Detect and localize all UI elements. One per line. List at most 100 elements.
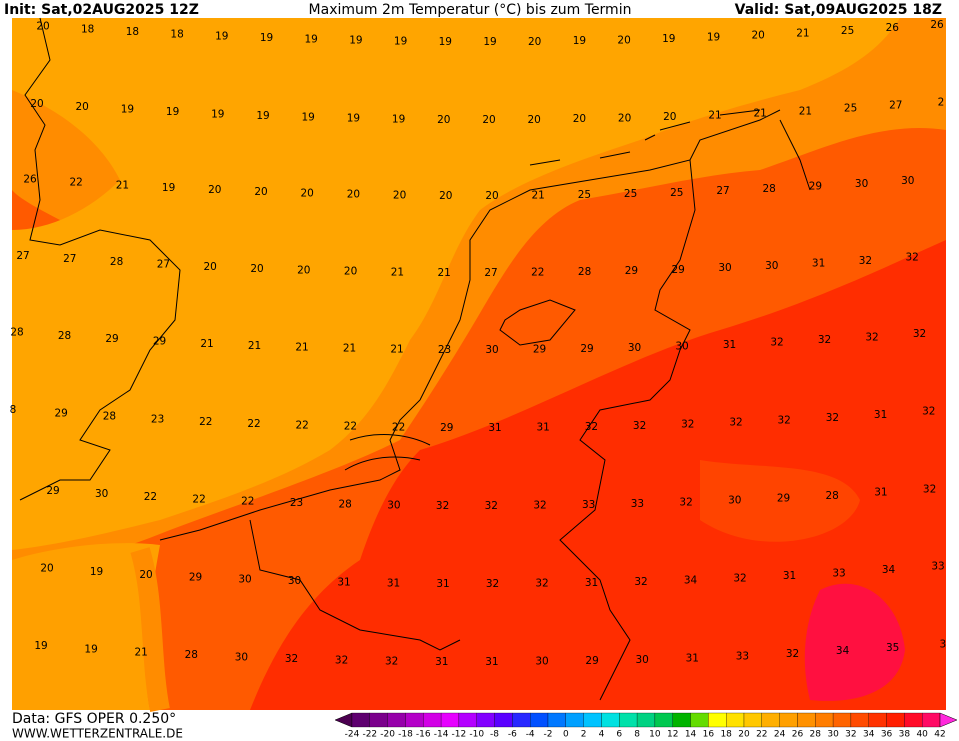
- temp-label: 21: [754, 108, 767, 120]
- temp-label: 20: [40, 563, 53, 575]
- temp-label: 20: [663, 111, 676, 123]
- colorbar-box: [672, 712, 691, 728]
- temp-label: 21: [390, 343, 403, 355]
- colorbar-label: 38: [899, 730, 911, 740]
- colorbar-box: [547, 712, 566, 728]
- temp-label: 20: [344, 266, 357, 278]
- temp-label: 30: [485, 344, 498, 356]
- colorbar-label: 6: [616, 730, 622, 740]
- temp-label: 19: [305, 34, 318, 46]
- temp-label: 30: [765, 260, 778, 272]
- temp-label: 23: [290, 497, 303, 509]
- temp-label: 20: [437, 114, 450, 126]
- temp-label: 32: [436, 500, 449, 512]
- temp-label: 19: [166, 106, 179, 118]
- colorbar-box: [440, 712, 460, 728]
- temp-label: 19: [707, 32, 720, 44]
- temp-label: 28: [826, 490, 839, 502]
- temp-label: 19: [394, 35, 407, 47]
- temp-label: 21: [116, 179, 129, 191]
- temp-label: 31: [783, 570, 796, 582]
- temp-label: 20: [76, 101, 89, 113]
- temp-label: 33: [631, 498, 644, 510]
- temp-label: 21: [708, 109, 721, 121]
- temp-label: 29: [533, 344, 546, 356]
- colorbar-label: 4: [599, 730, 605, 740]
- title: Maximum 2m Temperatur (°C) bis zum Termi…: [309, 2, 632, 18]
- temp-label: 33: [832, 567, 845, 579]
- colorbar-box: [743, 712, 762, 728]
- temp-label: 19: [215, 31, 228, 43]
- colorbar-box: [726, 712, 745, 728]
- temp-label: 27: [484, 267, 497, 279]
- temp-label: 20: [301, 188, 314, 200]
- colorbar-label: -6: [508, 730, 517, 740]
- temp-label: 32: [679, 496, 692, 508]
- colorbar-label: 22: [756, 730, 767, 740]
- temp-label: 19: [573, 35, 586, 47]
- temp-label: 20: [617, 34, 630, 46]
- temp-label: 20: [752, 30, 765, 42]
- temp-label: 32: [533, 500, 546, 512]
- colorbar-label: -20: [380, 730, 395, 740]
- temp-label: 20: [139, 569, 152, 581]
- valid-time: Valid: Sat,09AUG2025 18Z: [735, 2, 942, 18]
- temp-label: 25: [844, 103, 857, 115]
- colorbar-box: [494, 712, 513, 728]
- colorbar-label: -16: [416, 730, 431, 740]
- field-hottest: [804, 583, 905, 701]
- colorbar-label: 8: [634, 730, 640, 740]
- colorbar-label: 10: [649, 730, 661, 740]
- temp-label: 21: [135, 647, 148, 659]
- estuary: [344, 434, 431, 471]
- temp-label: 32: [385, 655, 398, 667]
- map: [12, 17, 946, 712]
- temp-label: 19: [302, 112, 315, 124]
- temp-label: 20: [254, 186, 267, 198]
- temp-label: 19: [392, 113, 405, 125]
- temp-label: 18: [126, 26, 139, 38]
- temp-label: 21: [391, 266, 404, 278]
- temp-label: 32: [535, 578, 548, 590]
- temp-label: 30: [636, 654, 649, 666]
- temp-label: 32: [681, 418, 694, 430]
- temp-label: 27: [889, 100, 902, 112]
- colorbar-box: [886, 712, 905, 728]
- temp-label: 32: [633, 420, 646, 432]
- temp-label: 28: [58, 330, 71, 342]
- temp-label: 25: [670, 187, 683, 199]
- temp-label: 32: [335, 654, 348, 666]
- colorbar-label: -4: [526, 730, 535, 740]
- temp-label: 32: [786, 648, 799, 660]
- lake: [499, 299, 576, 346]
- temp-label: 30: [901, 175, 914, 187]
- temp-label: 30: [718, 262, 731, 274]
- temp-label: 26: [23, 173, 37, 185]
- colorbar-box: [850, 712, 869, 728]
- colorbar-box: [922, 712, 941, 728]
- temp-label: 19: [162, 182, 175, 194]
- temp-label: 19: [90, 566, 103, 578]
- temp-label: 20: [347, 189, 360, 201]
- temp-label: 29: [440, 422, 453, 434]
- temp-label: 30: [235, 651, 248, 663]
- colorbar-max: [939, 712, 958, 728]
- temp-label: 31: [488, 422, 501, 434]
- temp-label: 30: [387, 499, 400, 511]
- temp-label: 21: [200, 338, 213, 350]
- temp-label: 22: [241, 496, 254, 508]
- temp-label: 23: [151, 413, 164, 425]
- temp-label: 27: [16, 250, 29, 262]
- temp-label: 19: [121, 104, 134, 116]
- temp-label: 31: [723, 339, 736, 351]
- temp-label: 2: [938, 96, 945, 108]
- temp-label: 21: [248, 340, 261, 352]
- data-source: Data: GFS OPER 0.250°: [12, 711, 176, 727]
- colorbar-label: -10: [469, 730, 484, 740]
- field-hot: [250, 240, 946, 710]
- temp-label: 22: [199, 416, 212, 428]
- temp-label: 19: [84, 644, 97, 656]
- temp-label: 29: [105, 333, 118, 345]
- temp-label: 22: [192, 493, 205, 505]
